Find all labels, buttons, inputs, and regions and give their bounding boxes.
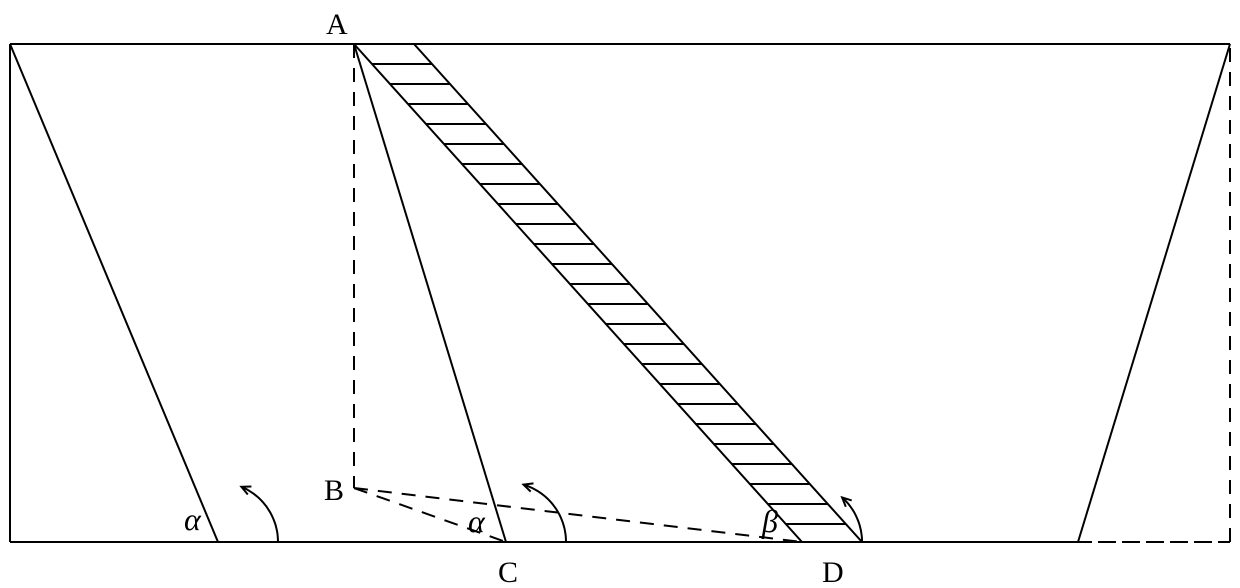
label-alpha-1: α: [184, 501, 202, 537]
edge-right-slant: [1078, 44, 1230, 542]
angle-alpha-2: [524, 485, 567, 542]
angle-alpha-1: [241, 487, 278, 542]
geometry-diagram: A B C Dα α β: [0, 0, 1240, 588]
label-D: D: [822, 556, 844, 588]
label-C: C: [498, 556, 518, 588]
segment-AC: [354, 44, 506, 542]
label-alpha-2: α: [468, 503, 486, 539]
segment-BD: [354, 488, 802, 542]
section-left-slope: [10, 44, 218, 542]
label-B: B: [324, 474, 344, 507]
label-A: A: [326, 8, 348, 41]
label-beta: β: [761, 503, 778, 539]
